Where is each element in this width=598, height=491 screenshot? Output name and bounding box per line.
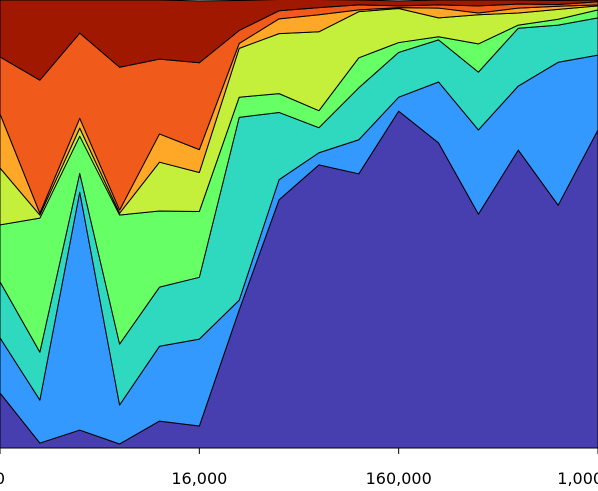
x-tick-label: 0 <box>0 469 5 488</box>
x-tick-label: 160,000 <box>366 469 432 488</box>
area <box>0 0 598 81</box>
x-tick-label: 16,000 <box>171 469 227 488</box>
x-tick-label: 1,000,000 <box>557 469 598 488</box>
